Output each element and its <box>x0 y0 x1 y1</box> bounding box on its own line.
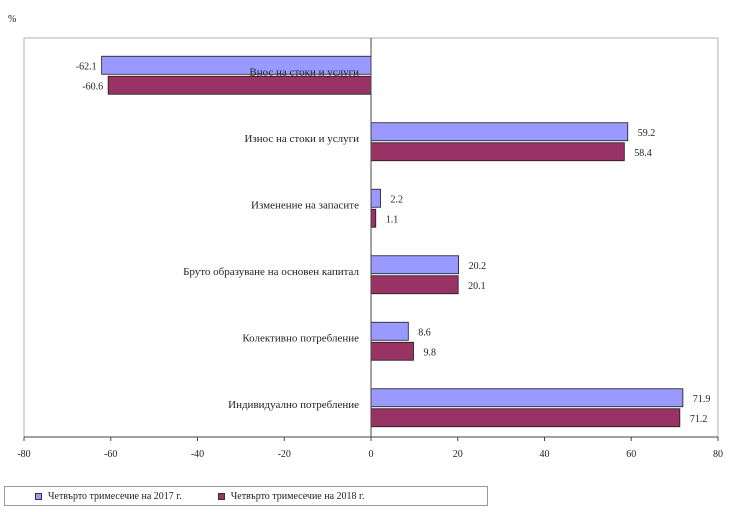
data-label-2017-1: 59.2 <box>638 128 656 139</box>
value-labels: -62.1 -60.6 59.2 58.4 2.2 1.1 20.2 20.1 8.6 9.8 71… <box>76 61 711 425</box>
legend-label-2017: Четвърто тримесечие на 2017 г. <box>48 490 182 502</box>
x-tick-label-7: 60 <box>626 449 636 460</box>
y-unit-label: % <box>8 14 16 25</box>
bars <box>101 55 684 428</box>
category-labels: Внос на стоки и услуги Износ на стоки и у… <box>183 66 359 411</box>
x-tick-label-4: 0 <box>369 449 374 460</box>
data-label-2018-3: 20.1 <box>468 281 486 292</box>
data-label-2017-2: 2.2 <box>391 194 404 205</box>
x-tick-label-2: -40 <box>191 449 204 460</box>
bar-2017-5 <box>370 388 684 408</box>
data-label-2017-4: 8.6 <box>418 327 431 338</box>
data-label-2017-5: 71.9 <box>693 394 711 405</box>
category-label-4: Колективно потребление <box>242 332 359 344</box>
x-axis: -80 -60 -40 -20 0 20 40 60 80 <box>17 38 723 460</box>
legend-label-2018: Четвърто тримесечие на 2018 г. <box>230 490 365 502</box>
data-label-2017-0: -62.1 <box>76 61 97 72</box>
category-label-1: Износ на стоки и услуги <box>244 133 359 145</box>
data-label-2018-4: 9.8 <box>424 347 437 358</box>
x-tick-label-0: -80 <box>17 449 30 460</box>
x-tick-label-1: -60 <box>104 449 117 460</box>
category-label-5: Индивидуално потребление <box>228 399 359 411</box>
legend-item-2017: Четвърто тримесечие на 2017 г. <box>35 491 182 502</box>
bar-2018-4 <box>370 341 414 361</box>
legend-item-2018: Четвърто тримесечие на 2018 г. <box>217 490 365 502</box>
x-tick-label-6: 40 <box>540 449 550 460</box>
bar-2017-3 <box>370 255 460 275</box>
bar-2018-2 <box>370 208 377 228</box>
bar-2018-1 <box>370 142 625 162</box>
data-label-2018-5: 71.2 <box>690 414 708 425</box>
bar-2017-2 <box>370 188 381 208</box>
legend-swatch-2018 <box>217 492 225 500</box>
legend-swatch-2017 <box>35 492 42 500</box>
bar-2018-3 <box>370 275 459 295</box>
bar-2017-4 <box>370 321 409 341</box>
legend: Четвърто тримесечие на 2017 г. Четвърто … <box>4 486 488 506</box>
bar-2018-0 <box>107 75 372 95</box>
category-label-3: Бруто образуване на основен капитал <box>183 266 359 278</box>
category-label-0: Внос на стоки и услуги <box>249 66 359 78</box>
data-label-2018-1: 58.4 <box>634 148 652 159</box>
bar-2017-1 <box>370 122 629 142</box>
x-tick-label-8: 80 <box>713 449 723 460</box>
x-tick-label-3: -20 <box>278 449 291 460</box>
data-label-2017-3: 20.2 <box>469 261 487 272</box>
data-label-2018-0: -60.6 <box>82 81 103 92</box>
category-label-2: Изменение на запасите <box>251 199 359 211</box>
bar-2018-5 <box>370 408 681 428</box>
x-tick-label-5: 20 <box>453 449 463 460</box>
data-label-2018-2: 1.1 <box>386 214 399 225</box>
